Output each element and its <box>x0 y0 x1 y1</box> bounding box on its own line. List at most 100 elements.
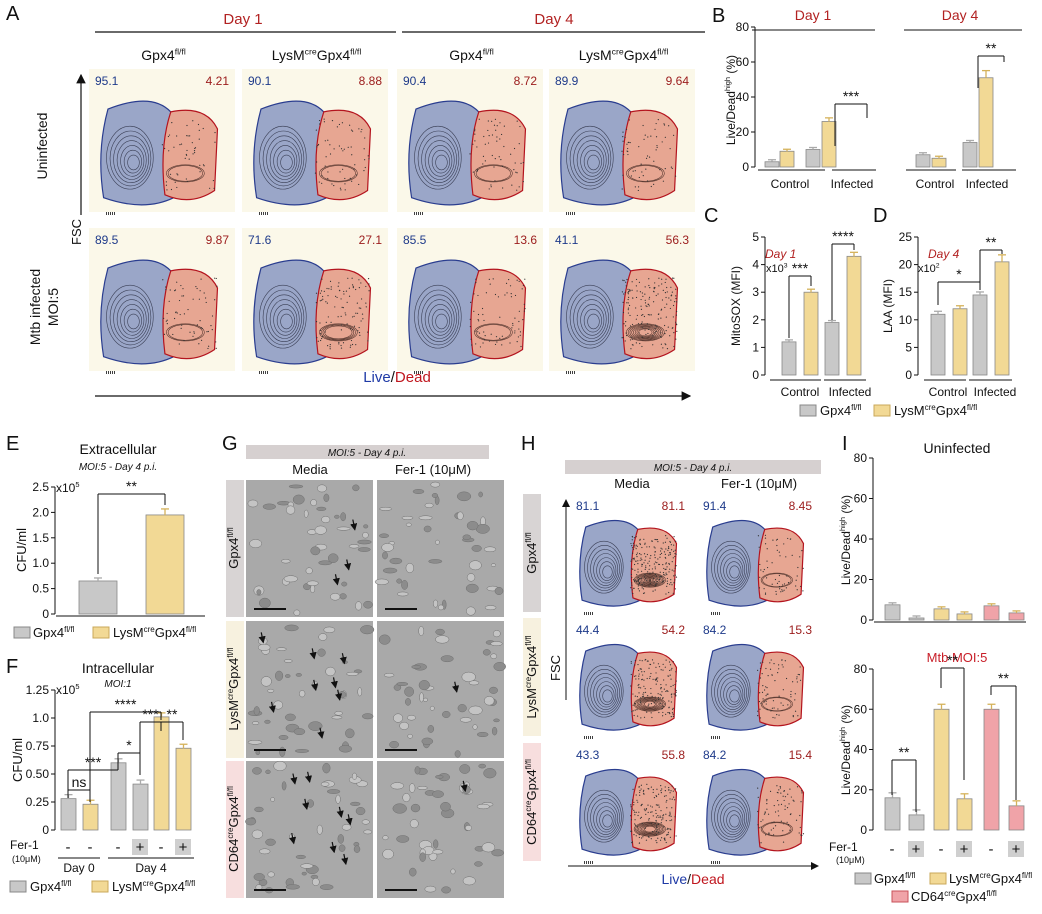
event-dot <box>637 571 639 573</box>
chart-f-bar <box>60 798 77 831</box>
event-dot <box>782 590 784 592</box>
contour-ring <box>421 294 457 343</box>
event-dot <box>654 589 656 591</box>
event-dot <box>670 549 673 551</box>
event-dot <box>475 281 477 284</box>
flow-plot-a: 90.4 8.72 <box>397 69 543 215</box>
event-dot <box>209 187 211 189</box>
event-dot <box>168 150 170 152</box>
contour-ring <box>760 572 793 588</box>
event-dot <box>197 123 200 126</box>
event-dot <box>317 144 319 147</box>
event-dot <box>661 299 664 301</box>
event-dot <box>789 788 791 790</box>
contour-ring <box>262 130 305 187</box>
event-dot <box>330 321 332 323</box>
event-dot <box>637 323 640 325</box>
event-dot <box>319 322 321 324</box>
fsc-axis-label: FSC <box>69 219 84 245</box>
event-dot <box>637 576 639 579</box>
label-part: fl/fl <box>657 46 668 56</box>
event-dot <box>649 582 651 584</box>
event-dot <box>165 286 167 288</box>
event-dot <box>657 693 659 695</box>
event-dot <box>639 659 641 661</box>
event-dot <box>658 563 660 565</box>
event-dot <box>650 811 652 813</box>
sig-label: *** <box>85 754 102 770</box>
event-dot <box>514 294 517 297</box>
event-dot <box>789 829 791 831</box>
cell <box>350 801 361 806</box>
event-dot <box>659 550 662 552</box>
event-dot <box>633 537 636 539</box>
label-part: fl/fl <box>350 46 361 56</box>
event-dot <box>790 690 792 693</box>
event-dot <box>792 715 794 718</box>
fer1-minus: - <box>890 841 895 858</box>
event-dot <box>657 119 659 121</box>
event-dot <box>665 795 667 797</box>
event-dot <box>761 691 764 693</box>
fer1-unit: (10μM) <box>12 854 41 864</box>
event-dot <box>634 546 636 548</box>
event-dot <box>669 583 671 585</box>
event-dot <box>650 823 652 825</box>
event-dot <box>623 153 625 156</box>
event-dot <box>657 793 660 795</box>
event-dot <box>766 808 768 810</box>
cell <box>382 567 398 574</box>
event-dot <box>199 171 201 173</box>
contour-ring <box>635 822 665 836</box>
flow-plot-h: 84.2 15.4 <box>697 743 818 864</box>
cell <box>353 845 361 853</box>
contour-ring <box>636 327 655 337</box>
event-dot <box>650 687 652 690</box>
event-dot <box>673 134 675 137</box>
event-dot <box>660 547 662 549</box>
event-dot <box>639 552 641 555</box>
contour-ring <box>569 130 612 187</box>
panel-h-col-media: Media <box>614 476 650 491</box>
event-dot <box>624 325 627 327</box>
event-dot <box>632 542 635 544</box>
event-dot <box>635 554 638 556</box>
event-dot <box>800 585 802 588</box>
event-dot <box>652 815 654 817</box>
cell <box>362 531 369 539</box>
contour-ring <box>599 561 615 581</box>
chart-i-bottom-bar <box>933 708 950 831</box>
event-dot <box>338 145 340 147</box>
y-tick-label: 0.25 <box>26 795 50 809</box>
cell <box>483 696 495 706</box>
event-dot <box>656 834 658 836</box>
cell <box>429 705 435 711</box>
event-dot <box>321 335 324 338</box>
event-dot <box>471 344 473 346</box>
event-dot <box>668 554 670 556</box>
event-dot <box>327 139 329 141</box>
event-dot <box>327 171 329 173</box>
event-dot <box>172 333 174 336</box>
contour-ring <box>167 165 203 182</box>
cell <box>345 728 355 739</box>
event-dot <box>516 172 518 174</box>
event-dot <box>176 312 178 314</box>
event-dot <box>654 568 656 570</box>
contour-ring <box>590 798 620 838</box>
event-dot <box>632 548 635 550</box>
live-gate <box>408 100 483 206</box>
label-part: LysM <box>112 879 143 894</box>
event-dot <box>760 842 762 844</box>
event-dot <box>643 679 645 681</box>
event-dot <box>666 291 668 293</box>
event-dot <box>327 316 329 318</box>
event-dot <box>639 342 641 345</box>
event-dot <box>641 345 643 348</box>
event-dot <box>651 716 653 719</box>
event-dot <box>763 568 765 571</box>
event-dot <box>639 542 641 545</box>
event-dot <box>638 834 640 836</box>
event-dot <box>634 664 636 666</box>
y-tick-label: 40 <box>736 90 750 104</box>
